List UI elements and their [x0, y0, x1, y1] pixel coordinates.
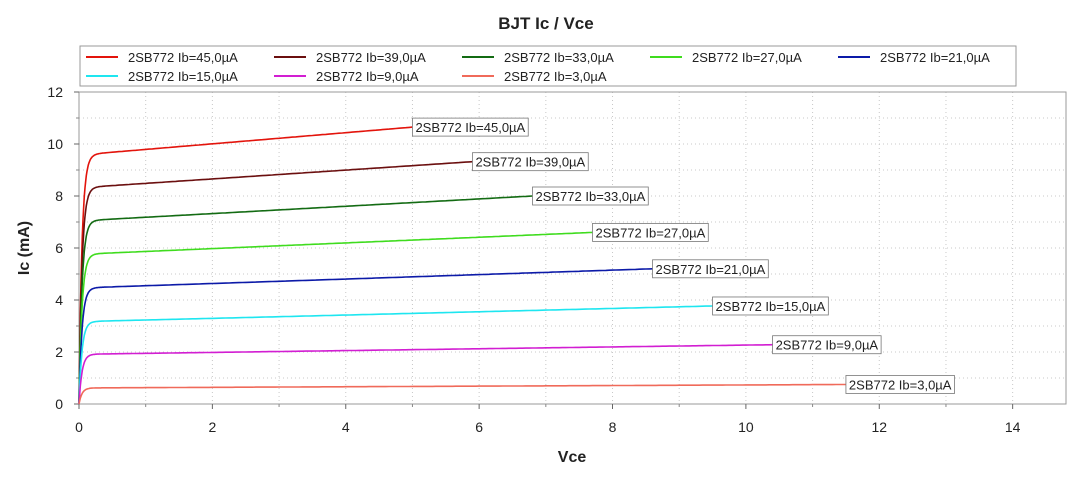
x-tick-label: 4 [342, 419, 350, 435]
legend-item: 2SB772 Ib=3,0µA [462, 69, 607, 84]
legend-item: 2SB772 Ib=33,0µA [462, 50, 614, 65]
label-text: 2SB772 Ib=27,0µA [596, 225, 706, 240]
y-tick-label: 2 [55, 344, 63, 360]
x-tick-label: 2 [208, 419, 216, 435]
label-text: 2SB772 Ib=3,0µA [849, 378, 952, 393]
label-text: 2SB772 Ib=21,0µA [656, 262, 766, 277]
label-box [712, 296, 829, 316]
annotations: 2SB772 Ib=45,0µA 2SB772 Ib=39,0µA 2SB772 I… [412, 117, 955, 394]
series-line [78, 343, 773, 405]
legend-item: 2SB772 Ib=15,0µA [86, 69, 238, 84]
y-tick-label: 8 [55, 188, 63, 204]
legend-label: 2SB772 Ib=3,0µA [504, 69, 607, 84]
legend-item: 2SB772 Ib=45,0µA [86, 50, 238, 65]
label-text: 2SB772 Ib=39,0µA [475, 155, 585, 170]
series-end-label: 2SB772 Ib=21,0µA [652, 259, 769, 279]
series-group [78, 126, 846, 405]
legend-label: 2SB772 Ib=39,0µA [316, 50, 426, 65]
axes: 0 2 4 6 8 10 12 14 0 2 4 6 8 10 12 [47, 84, 1020, 435]
x-tick-label: 0 [75, 419, 83, 435]
y-axis-label: Ic (mA) [16, 221, 33, 275]
grid [79, 92, 1066, 404]
series-line [78, 126, 413, 405]
x-tick-label: 10 [738, 419, 754, 435]
legend-item: 2SB772 Ib=9,0µA [274, 69, 419, 84]
y-tick-label: 10 [47, 136, 63, 152]
label-box [652, 259, 769, 279]
legend-label: 2SB772 Ib=33,0µA [504, 50, 614, 65]
series-line [78, 195, 533, 405]
x-axis-label: Vce [558, 449, 587, 466]
legend-label: 2SB772 Ib=9,0µA [316, 69, 419, 84]
series-end-label: 2SB772 Ib=3,0µA [845, 375, 955, 394]
label-text: 2SB772 Ib=9,0µA [776, 338, 879, 353]
x-tick-label: 14 [1005, 419, 1021, 435]
series-line [78, 268, 653, 405]
x-tick-label: 8 [609, 419, 617, 435]
series-end-label: 2SB772 Ib=45,0µA [412, 117, 529, 137]
legend-label: 2SB772 Ib=45,0µA [128, 50, 238, 65]
series-line [78, 305, 713, 405]
x-tick-label: 12 [871, 419, 887, 435]
y-tick-label: 6 [55, 240, 63, 256]
label-text: 2SB772 Ib=45,0µA [415, 120, 525, 135]
label-box [592, 222, 709, 242]
label-box [845, 375, 955, 394]
label-box [472, 152, 589, 172]
legend-label: 2SB772 Ib=21,0µA [880, 50, 990, 65]
series-end-label: 2SB772 Ib=15,0µA [712, 296, 829, 316]
legend-item: 2SB772 Ib=39,0µA [274, 50, 426, 65]
label-box [772, 335, 882, 355]
y-tick-label: 12 [47, 84, 63, 100]
legend-item: 2SB772 Ib=21,0µA [838, 50, 990, 65]
label-text: 2SB772 Ib=33,0µA [535, 189, 645, 204]
chart-title: BJT Ic / Vce [498, 14, 593, 33]
series-end-label: 2SB772 Ib=39,0µA [472, 152, 589, 172]
series-end-label: 2SB772 Ib=33,0µA [532, 186, 649, 206]
legend-label: 2SB772 Ib=27,0µA [692, 50, 802, 65]
series-end-label: 2SB772 Ib=9,0µA [772, 335, 882, 355]
series-line [78, 231, 593, 405]
label-box [412, 117, 529, 137]
series-line [78, 383, 846, 405]
legend-box [79, 45, 1017, 87]
series-end-label: 2SB772 Ib=27,0µA [592, 222, 709, 242]
y-tick-label: 0 [55, 396, 63, 412]
series-line [78, 160, 473, 405]
legend: 2SB772 Ib=45,0µA 2SB772 Ib=39,0µA 2SB772 I… [79, 45, 1017, 87]
label-text: 2SB772 Ib=15,0µA [716, 299, 826, 314]
legend-item: 2SB772 Ib=27,0µA [650, 50, 802, 65]
x-tick-label: 6 [475, 419, 483, 435]
label-box [532, 186, 649, 206]
legend-label: 2SB772 Ib=15,0µA [128, 69, 238, 84]
y-tick-label: 4 [55, 292, 63, 308]
